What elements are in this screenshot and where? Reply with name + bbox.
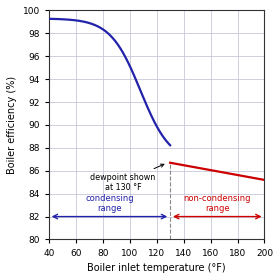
Y-axis label: Boiler efficiency (%): Boiler efficiency (%) [7, 76, 17, 174]
Text: condensing
range: condensing range [85, 194, 134, 213]
X-axis label: Boiler inlet temperature (°F): Boiler inlet temperature (°F) [87, 263, 226, 273]
Text: non-condensing
range: non-condensing range [184, 194, 251, 213]
Text: dewpoint shown
at 130 °F: dewpoint shown at 130 °F [90, 164, 164, 192]
